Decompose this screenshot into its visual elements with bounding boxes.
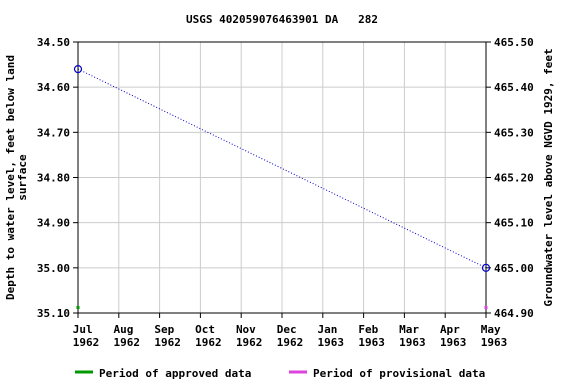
y-axis-label: Depth to water level, feet below land <box>4 55 17 300</box>
x-tick-label: Sep 1962 <box>154 323 181 349</box>
x-tick-label: Jan 1963 <box>318 323 345 349</box>
chart-title: USGS 402059076463901 DA 282 <box>186 13 378 26</box>
x-tick-label: Aug 1962 <box>114 323 141 349</box>
legend-label: Period of provisional data <box>313 367 485 380</box>
legend-label: Period of approved data <box>99 367 251 380</box>
x-tick-label: Mar 1963 <box>399 323 426 349</box>
y-tick-label: 35.10 <box>37 307 70 320</box>
y2-tick-label: 465.30 <box>494 126 534 139</box>
series-line <box>77 68 487 269</box>
period-bar <box>76 306 80 309</box>
x-tick-label: Apr 1963 <box>440 323 467 349</box>
y-tick-label: 34.70 <box>37 126 70 139</box>
y-tick-label: 34.80 <box>37 172 70 185</box>
y-axis-label: surface <box>16 154 29 201</box>
y2-axis-label: Groundwater level above NGVD 1929, feet <box>542 48 555 306</box>
x-tick-label: Jul 1962 <box>73 323 100 349</box>
y2-tick-label: 465.10 <box>494 217 534 230</box>
x-tick-label: Oct 1962 <box>195 323 222 349</box>
x-tick-label: Feb 1963 <box>358 323 385 349</box>
x-tick-label: Dec 1962 <box>277 323 304 349</box>
x-tick-label: May 1963 <box>481 323 508 349</box>
plot-frame <box>77 41 487 314</box>
y-tick-label: 35.00 <box>37 262 70 275</box>
y2-tick-label: 465.00 <box>494 262 534 275</box>
x-tick-label: Nov 1962 <box>236 323 263 349</box>
y-tick-label: 34.90 <box>37 217 70 230</box>
y-tick-label: 34.60 <box>37 81 70 94</box>
y2-tick-label: 465.40 <box>494 81 534 94</box>
data-point <box>73 64 83 74</box>
y-tick-label: 34.50 <box>37 36 70 49</box>
y2-tick-label: 465.50 <box>494 36 534 49</box>
period-bar <box>484 306 488 309</box>
y2-tick-label: 465.20 <box>494 172 534 185</box>
data-point <box>481 263 491 272</box>
y2-tick-label: 464.90 <box>494 307 534 320</box>
